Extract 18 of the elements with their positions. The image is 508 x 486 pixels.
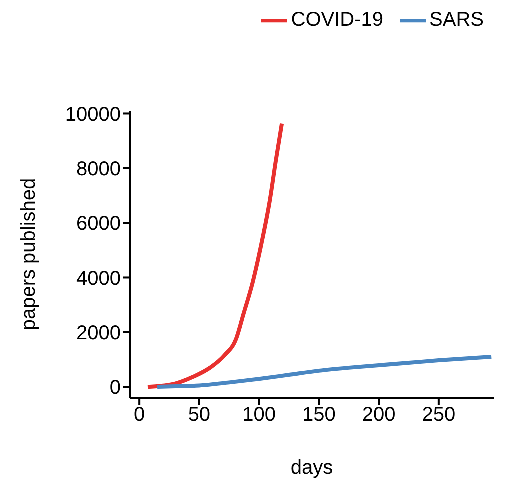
x-tick-label: 0 (134, 404, 146, 426)
line-series (156, 355, 494, 390)
y-tick-label: 2000 (76, 322, 121, 344)
y-tick-label: 6000 (76, 213, 121, 236)
x-tick-label: 150 (302, 404, 336, 426)
x-tick-label: 250 (422, 404, 456, 426)
y-tick-label: 4000 (76, 268, 121, 290)
y-tick-label: 0 (110, 377, 121, 400)
y-tick-label: 10000 (65, 104, 121, 126)
legend-label: SARS (430, 9, 484, 32)
y-tick-label: 8000 (76, 158, 121, 180)
legend-label: COVID-19 (291, 9, 384, 32)
line-series (146, 122, 284, 390)
x-tick-label: 200 (362, 404, 396, 426)
x-axis-title: days (290, 457, 334, 479)
x-tick-label: 50 (188, 404, 211, 426)
x-tick-label: 100 (242, 404, 276, 426)
y-axis-title: papers published (18, 178, 40, 331)
